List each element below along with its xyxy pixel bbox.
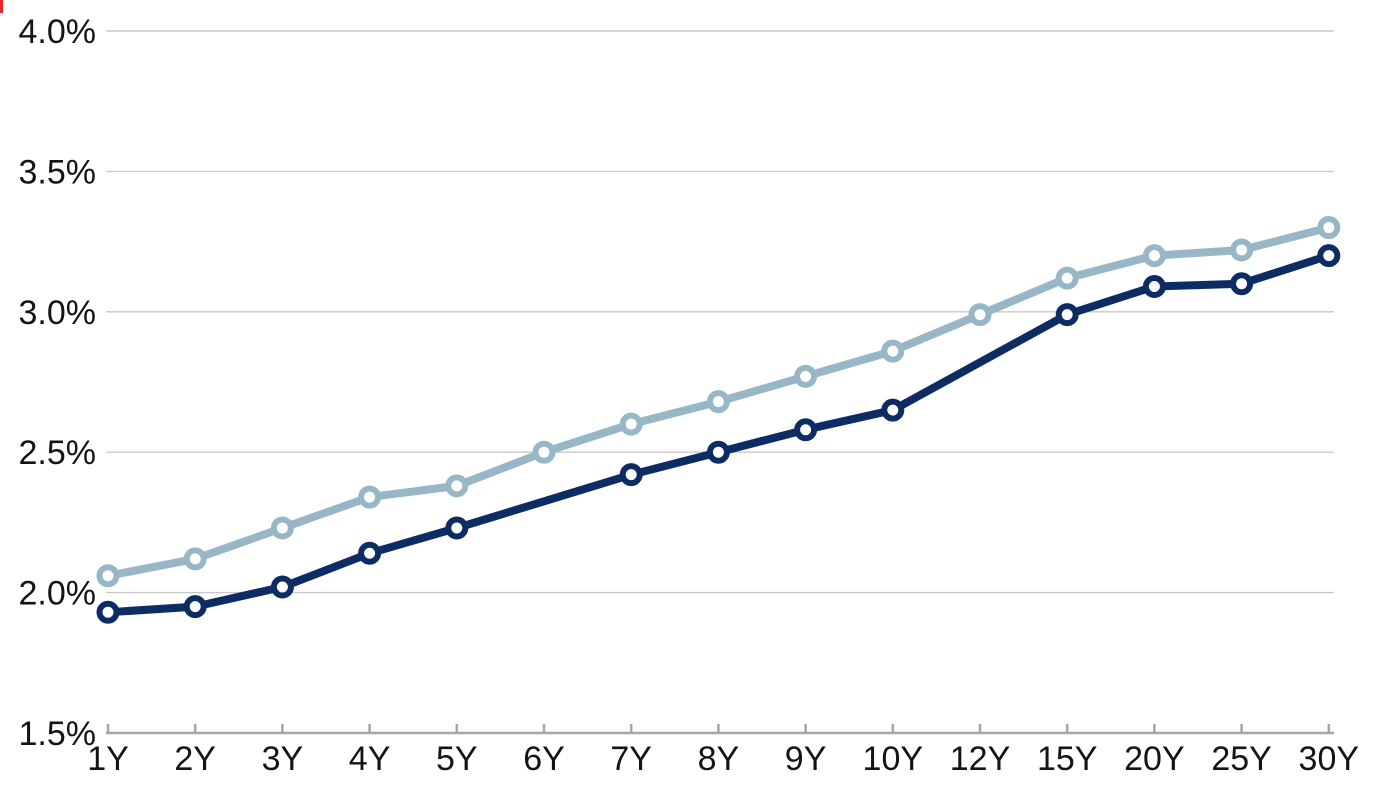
data-point-marker-upper-light-blue-curve bbox=[358, 485, 382, 509]
data-point-marker-upper-light-blue-curve bbox=[270, 516, 294, 540]
data-point-marker-lower-navy-curve bbox=[1230, 272, 1254, 296]
corner-artifact bbox=[0, 0, 3, 13]
data-point-marker-lower-navy-curve bbox=[1317, 244, 1341, 268]
series-line-lower-navy-curve bbox=[104, 251, 1333, 617]
data-point-marker-lower-navy-curve bbox=[1055, 303, 1079, 327]
y-tick-label: 1.5% bbox=[19, 715, 97, 753]
data-point-marker-lower-navy-curve bbox=[881, 398, 905, 422]
data-point-marker-upper-light-blue-curve bbox=[794, 364, 818, 388]
y-tick-label: 3.0% bbox=[19, 294, 97, 332]
data-point-marker-lower-navy-curve bbox=[96, 600, 120, 624]
x-tick-label: 12Y bbox=[950, 740, 1011, 778]
data-point-marker-upper-light-blue-curve bbox=[1142, 244, 1166, 268]
x-tick-label: 8Y bbox=[698, 740, 740, 778]
x-tick-label: 3Y bbox=[262, 740, 304, 778]
y-tick-label: 4.0% bbox=[19, 13, 97, 51]
data-point-marker-upper-light-blue-curve bbox=[532, 440, 556, 464]
data-point-marker-lower-navy-curve bbox=[794, 418, 818, 442]
data-point-marker-upper-light-blue-curve bbox=[1055, 266, 1079, 290]
data-point-marker-lower-navy-curve bbox=[445, 516, 469, 540]
x-tick-label: 30Y bbox=[1299, 740, 1360, 778]
data-point-marker-lower-navy-curve bbox=[619, 463, 643, 487]
x-tick-label: 2Y bbox=[174, 740, 216, 778]
x-tick-label: 20Y bbox=[1124, 740, 1185, 778]
x-tick-label: 25Y bbox=[1211, 740, 1272, 778]
data-point-marker-lower-navy-curve bbox=[358, 541, 382, 565]
data-point-marker-upper-light-blue-curve bbox=[619, 412, 643, 436]
data-point-marker-upper-light-blue-curve bbox=[96, 564, 120, 588]
data-point-marker-upper-light-blue-curve bbox=[881, 339, 905, 363]
x-tick-label: 10Y bbox=[863, 740, 924, 778]
y-tick-label: 2.5% bbox=[19, 434, 97, 472]
data-point-marker-lower-navy-curve bbox=[183, 595, 207, 619]
x-tick-label: 5Y bbox=[436, 740, 478, 778]
data-point-marker-upper-light-blue-curve bbox=[1230, 238, 1254, 262]
data-point-marker-lower-navy-curve bbox=[706, 440, 730, 464]
data-point-marker-upper-light-blue-curve bbox=[968, 303, 992, 327]
x-tick-label: 9Y bbox=[785, 740, 827, 778]
data-point-marker-upper-light-blue-curve bbox=[1317, 216, 1341, 240]
data-point-marker-lower-navy-curve bbox=[1142, 275, 1166, 299]
data-point-marker-upper-light-blue-curve bbox=[445, 474, 469, 498]
data-point-marker-lower-navy-curve bbox=[270, 575, 294, 599]
x-tick-label: 15Y bbox=[1037, 740, 1098, 778]
x-tick-label: 1Y bbox=[87, 740, 129, 778]
x-tick-label: 6Y bbox=[523, 740, 565, 778]
x-tick-label: 4Y bbox=[349, 740, 391, 778]
y-tick-label: 3.5% bbox=[19, 153, 97, 191]
data-point-marker-upper-light-blue-curve bbox=[183, 547, 207, 571]
data-point-marker-upper-light-blue-curve bbox=[706, 390, 730, 414]
x-tick-label: 7Y bbox=[610, 740, 652, 778]
y-tick-label: 2.0% bbox=[19, 575, 97, 613]
